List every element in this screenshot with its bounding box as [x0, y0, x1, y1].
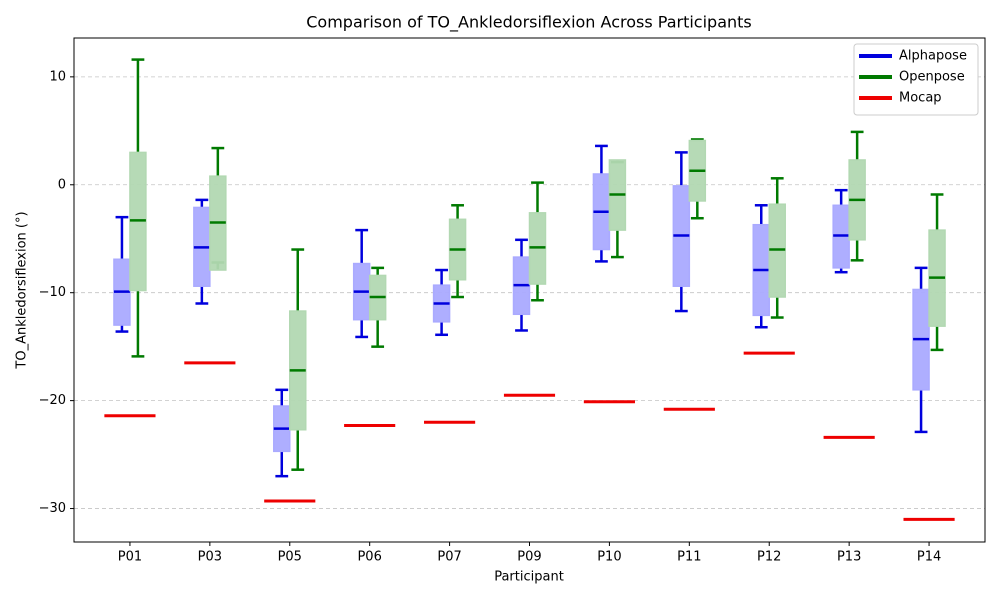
x-tick-label: P06	[357, 550, 381, 565]
x-tick-label: P05	[278, 550, 302, 565]
x-axis-label: Participant	[494, 570, 564, 585]
legend-label: Openpose	[899, 70, 965, 85]
x-tick-label: P07	[437, 550, 461, 565]
chart-title: Comparison of TO_Ankledorsiflexion Acros…	[306, 13, 752, 33]
legend-label: Mocap	[899, 91, 942, 106]
x-tick-label: P11	[677, 550, 701, 565]
x-tick-label: P12	[757, 550, 781, 565]
y-tick-label: −10	[39, 285, 66, 300]
x-tick-label: P09	[517, 550, 541, 565]
y-tick-label: −30	[39, 501, 66, 516]
x-tick-label: P01	[118, 550, 142, 565]
plot-frame	[73, 37, 986, 543]
legend-label: Alphapose	[899, 49, 967, 64]
y-tick-label: 0	[58, 177, 66, 192]
x-tick-label: P03	[198, 550, 222, 565]
y-tick-label: −20	[39, 393, 66, 408]
y-tick-label: 10	[49, 69, 66, 84]
x-tick-label: P10	[597, 550, 621, 565]
x-tick-label: P14	[917, 550, 941, 565]
x-tick-label: P13	[837, 550, 861, 565]
y-axis-label: TO_Ankledorsiflexion (°)	[15, 211, 30, 369]
